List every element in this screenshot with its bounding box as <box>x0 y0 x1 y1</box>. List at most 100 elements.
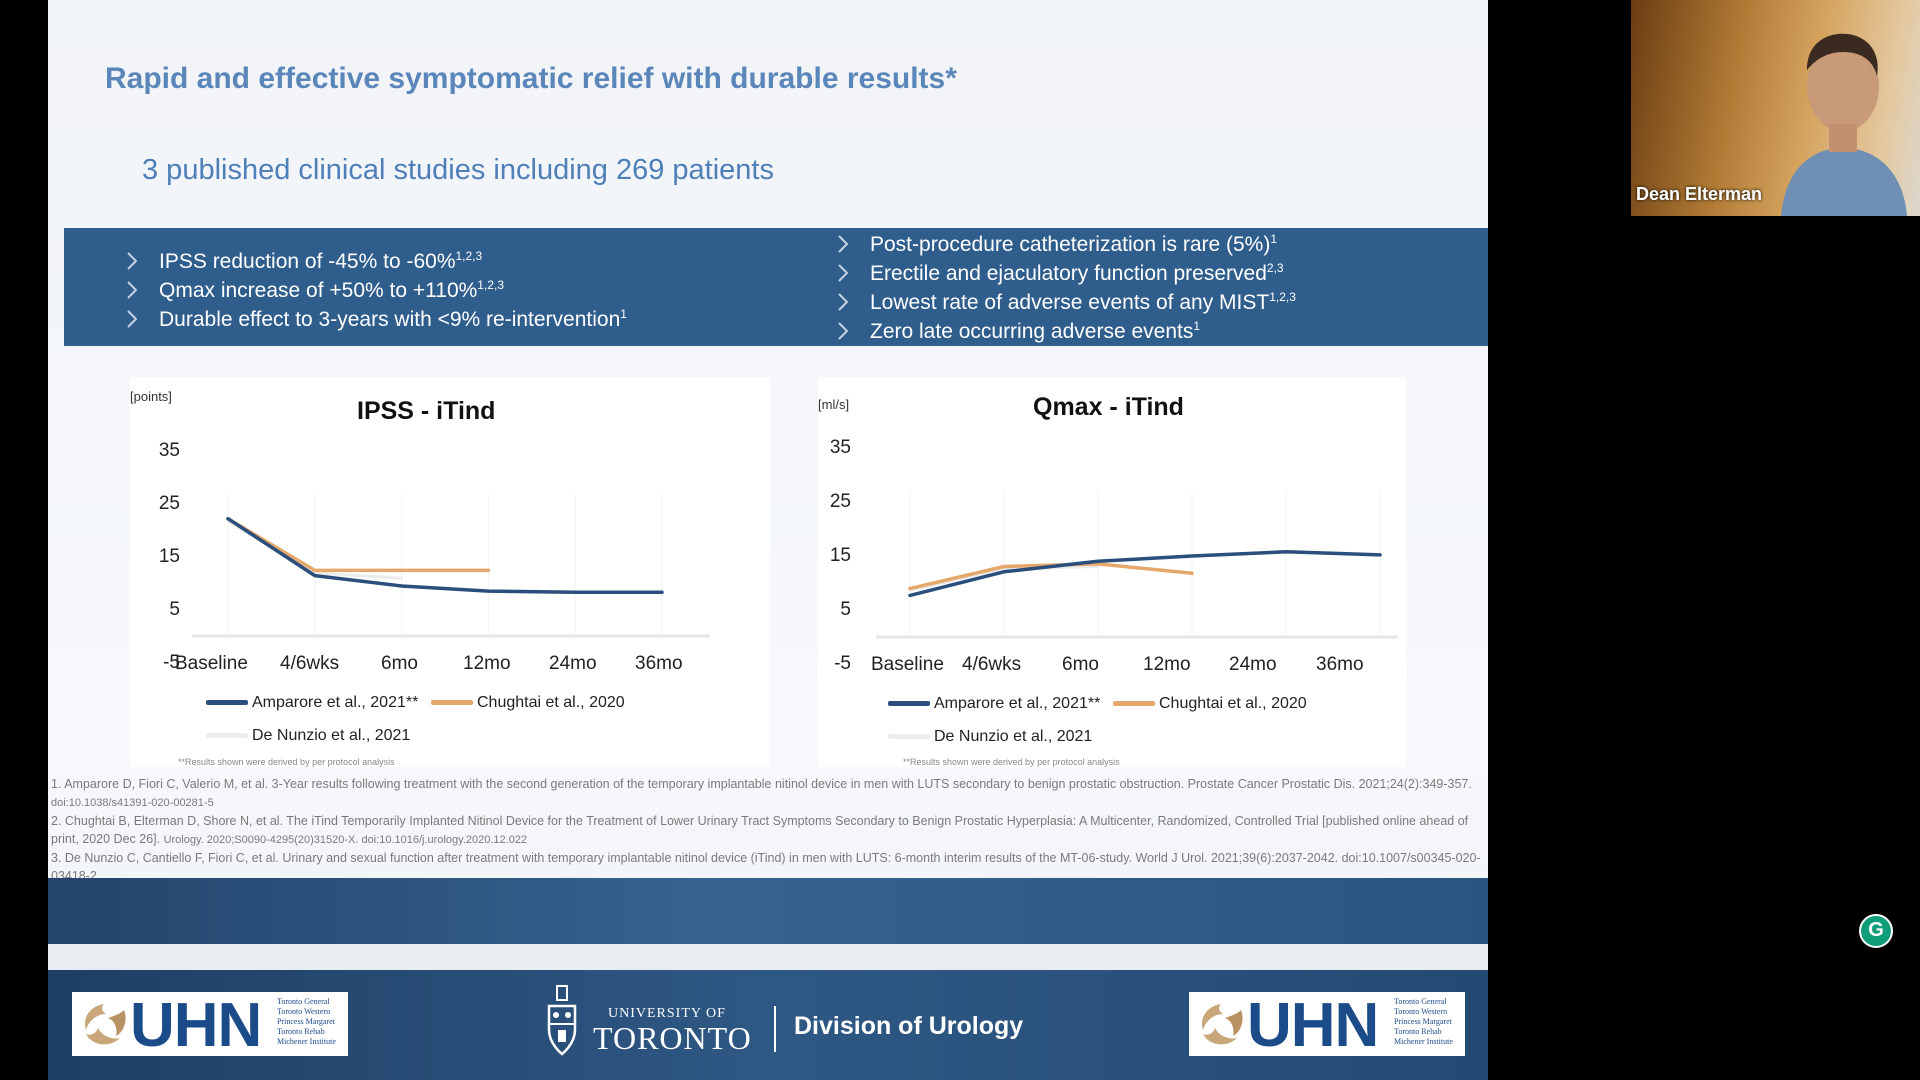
participant-name: Dean Elterman <box>1636 184 1763 204</box>
reference-item: 1. Amparore D, Fiori C, Valerio M, et al… <box>51 775 1481 812</box>
legend-entry: De Nunzio et al., 2021 <box>888 728 1092 746</box>
grammarly-badge-letter: G <box>1868 919 1884 941</box>
slide-footer: UHN Toronto General Toronto Western Prin… <box>48 970 1488 1080</box>
uhn-logo-right: UHN Toronto General Toronto Western Prin… <box>1189 991 1465 1060</box>
uoft-small-text: UNIVERSITY OF <box>608 1006 726 1021</box>
reference-item: 2. Chughtai B, Elterman D, Shore N, et a… <box>51 812 1481 849</box>
x-tick-label: 4/6wks <box>962 654 1022 675</box>
qmax-plot <box>876 491 1398 639</box>
y-tick-label: 35 <box>158 440 180 461</box>
presentation-slide: Rapid and effective symptomatic relief w… <box>48 0 1488 1080</box>
reference-doi: doi:10.1038/s41391-020-00281-5 <box>51 797 214 809</box>
chart-footnote: **Results shown were derived by per prot… <box>178 757 395 767</box>
legend-entry: Amparore et al., 2021** <box>888 695 1100 713</box>
series-line-2 <box>226 516 491 573</box>
banner-item-text: Post-procedure catheterization is rare (… <box>870 233 1271 256</box>
uhn-hospitals: Toronto General Toronto Western Princess… <box>1394 997 1453 1046</box>
division-label: Division of Urology <box>794 1012 1024 1040</box>
references: 1. Amparore D, Fiori C, Valerio M, et al… <box>51 775 1481 885</box>
uhn-hospitals: Toronto General Toronto Western Princess… <box>277 997 336 1046</box>
banner-item-text: Qmax increase of +50% to +110% <box>159 279 478 302</box>
chevron-right-icon <box>838 293 848 311</box>
series-line-1 <box>226 516 664 594</box>
chevron-right-icon <box>838 322 848 340</box>
uhn-swirl-icon <box>84 1004 126 1045</box>
reference-text: 1. Amparore D, Fiori C, Valerio M, et al… <box>51 777 1472 791</box>
reference-doi: Urology. 2020;S0090-4295(20)31520-X. doi… <box>163 834 528 846</box>
banner-item-sup: 1 <box>1270 232 1278 246</box>
x-tick-label: 36mo <box>1316 654 1364 675</box>
highlights-banner: IPSS reduction of -45% to -60%1,2,3 Qmax… <box>64 228 1488 346</box>
y-tick-label: 15 <box>829 545 851 566</box>
x-tick-label: 6mo <box>381 653 418 674</box>
y-tick-label: 35 <box>829 437 851 458</box>
x-tick-label: 24mo <box>549 653 597 674</box>
chevron-right-icon <box>127 281 137 299</box>
chart-title: Qmax - iTind <box>1033 393 1184 421</box>
y-tick-label: 25 <box>829 491 851 512</box>
chevron-right-icon <box>838 235 848 253</box>
uhn-logo-left: UHN Toronto General Toronto Western Prin… <box>72 991 348 1060</box>
legend-label: Chughtai et al., 2020 <box>1159 695 1307 712</box>
legend-swatch <box>1113 701 1155 707</box>
legend-swatch <box>206 733 248 739</box>
reference-text: 2. Chughtai B, Elterman D, Shore N, et a… <box>51 814 1469 846</box>
x-tick-label: 36mo <box>635 653 683 674</box>
x-tick-label: 12mo <box>1143 654 1191 675</box>
x-tick-label: 6mo <box>1062 654 1099 675</box>
banner-item-sup: 2,3 <box>1266 261 1284 275</box>
legend-label: De Nunzio et al., 2021 <box>252 727 411 744</box>
banner-item-sup: 1,2,3 <box>455 249 483 263</box>
y-tick-label: -5 <box>163 652 180 673</box>
series-line-1 <box>908 550 1382 598</box>
slide-subtitle: 3 published clinical studies including 2… <box>142 154 774 186</box>
y-tick-label: 15 <box>158 546 180 567</box>
chart-title: IPSS - iTind <box>357 397 496 425</box>
banner-item-sup: 1,2,3 <box>477 278 504 292</box>
legend-label: De Nunzio et al., 2021 <box>934 728 1093 745</box>
uhn-swirl-icon <box>1201 1004 1243 1045</box>
ipss-chart: [points] IPSS - iTind 35 25 15 5 -5 Base… <box>130 377 770 767</box>
legend-label: Amparore et al., 2021** <box>252 694 419 711</box>
y-tick-label: -5 <box>834 653 851 674</box>
legend-label: Amparore et al., 2021** <box>934 695 1101 712</box>
decorative-band <box>48 878 1488 944</box>
x-tick-label: 12mo <box>463 653 511 674</box>
participant-video-tile[interactable]: Dean Elterman <box>1631 0 1920 216</box>
footer-divider <box>774 1006 776 1052</box>
grammarly-icon[interactable]: G <box>1859 914 1893 948</box>
banner-item-text: Lowest rate of adverse events of any MIS… <box>870 291 1270 314</box>
slide-title: Rapid and effective symptomatic relief w… <box>105 62 957 95</box>
legend-entry: Amparore et al., 2021** <box>206 694 418 712</box>
x-tick-label: 24mo <box>1229 654 1277 675</box>
qmax-chart: [ml/s] Qmax - iTind 35 25 15 5 -5 Baseli… <box>818 377 1406 767</box>
uhn-wordmark: UHN <box>130 991 262 1060</box>
x-tick-label: Baseline <box>175 653 248 674</box>
ipss-plot <box>192 494 710 638</box>
banner-item-text: IPSS reduction of -45% to -60% <box>159 250 456 273</box>
chevron-right-icon <box>838 264 848 282</box>
legend-swatch <box>888 701 930 707</box>
legend-entry: De Nunzio et al., 2021 <box>206 727 410 745</box>
legend-swatch <box>888 734 930 740</box>
banner-item-sup: 1 <box>1193 319 1201 333</box>
x-tick-label: 4/6wks <box>280 653 340 674</box>
y-tick-label: 5 <box>169 599 180 620</box>
legend-entry: Chughtai et al., 2020 <box>1113 695 1307 713</box>
banner-item-sup: 1 <box>620 307 627 321</box>
legend-entry: Chughtai et al., 2020 <box>431 694 625 712</box>
chevron-right-icon <box>127 252 137 270</box>
chart-unit-label: [points] <box>130 389 172 404</box>
chart-unit-label: [ml/s] <box>818 397 850 412</box>
legend-swatch <box>431 700 473 706</box>
legend-swatch <box>206 700 248 706</box>
uoft-wordmark: TORONTO <box>593 1020 752 1056</box>
chart-footnote: **Results shown were derived by per prot… <box>903 757 1120 767</box>
banner-item-text: Durable effect to 3-years with <9% re-in… <box>159 308 621 331</box>
uhn-wordmark: UHN <box>1247 991 1379 1060</box>
chevron-right-icon <box>127 310 137 328</box>
banner-item-text: Zero late occurring adverse events <box>870 320 1194 343</box>
banner-item-sup: 1,2,3 <box>1269 290 1296 304</box>
y-tick-label: 5 <box>840 599 851 620</box>
decorative-band-light <box>48 944 1488 970</box>
